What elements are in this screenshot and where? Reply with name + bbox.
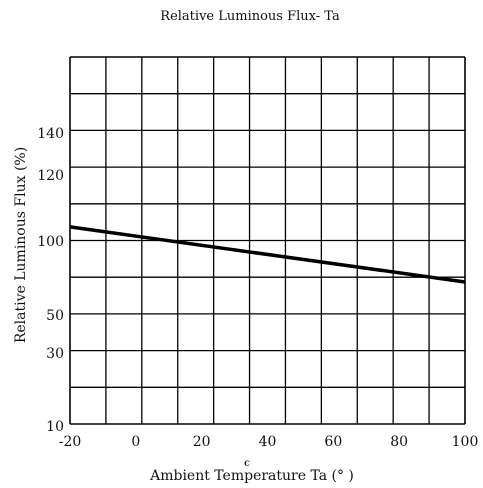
y-tick-label: 120: [37, 168, 64, 184]
series-line: [69, 225, 466, 284]
chart-title: Relative Luminous Flux- Ta: [160, 9, 340, 24]
x-tick-label: 40: [259, 434, 277, 450]
plot-grid: [69, 56, 466, 425]
y-tick-label: 50: [46, 308, 64, 324]
plot-series: [69, 225, 466, 284]
x-tick-label: -20: [59, 434, 82, 450]
x-tick-label: 60: [324, 434, 342, 450]
x-tick-label: 100: [452, 434, 479, 450]
y-tick-label: 10: [46, 419, 64, 435]
y-axis-label: Relative Luminous Flux (%): [13, 147, 29, 343]
x-tick-label: 0: [131, 434, 140, 450]
x-tick-label: 80: [390, 434, 408, 450]
y-tick-label: 140: [37, 126, 64, 142]
y-tick-label: 100: [37, 234, 64, 250]
x-tick-labels: -20 0 20 40 60 80 100: [59, 434, 479, 450]
y-tick-label: 30: [46, 346, 64, 362]
x-tick-label: 20: [193, 434, 211, 450]
x-axis-label: Ambient Temperature Ta (° ): [149, 468, 354, 484]
x-axis-unit-mark: C: [244, 459, 250, 468]
y-tick-labels: 140 120 100 50 30 10: [37, 126, 64, 435]
